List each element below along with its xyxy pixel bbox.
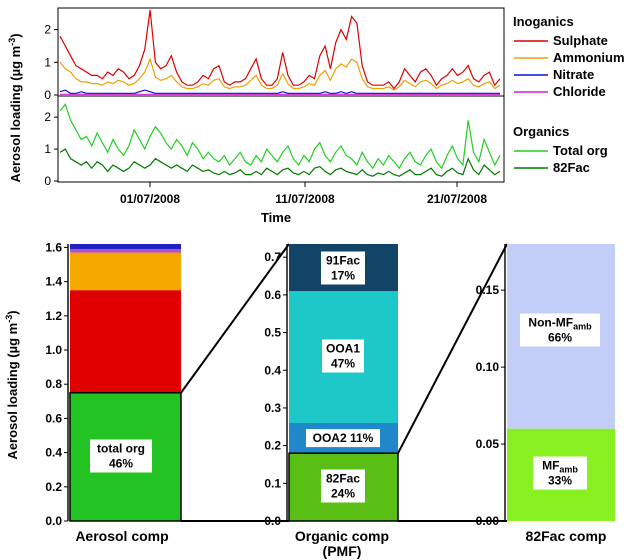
y-tick-label: 0.1 bbox=[264, 476, 281, 490]
segment-label: 82Fac bbox=[326, 472, 360, 486]
y-tick-label: 0.2 bbox=[45, 480, 62, 494]
segment-label: OOA1 bbox=[326, 342, 360, 356]
y-tick-label: 0.0 bbox=[264, 514, 281, 528]
organics-series bbox=[59, 103, 501, 177]
y-tick-label: 1 bbox=[44, 142, 51, 156]
y-tick-label: 1.6 bbox=[45, 240, 62, 254]
y-tick-label: 0 bbox=[44, 174, 51, 188]
y-tick-label: 1 bbox=[44, 55, 51, 69]
y-tick-label: 0.6 bbox=[45, 411, 62, 425]
organics-y-ticks: 0 1 2 bbox=[44, 110, 58, 188]
series-line-ammonium bbox=[59, 57, 501, 91]
y-tick-label: 0.5 bbox=[264, 326, 281, 340]
y-tick-label: 0.6 bbox=[264, 288, 281, 302]
organics-legend: Organics Total org 82Fac bbox=[513, 124, 608, 175]
inorganics-y-ticks: 0 1 2 bbox=[44, 23, 58, 102]
y-tick-label: 0.05 bbox=[476, 437, 500, 451]
legend-label-sulphate: Sulphate bbox=[553, 33, 608, 48]
inorganics-legend: Inoganics Sulphate Ammonium Nitrate Chlo… bbox=[513, 14, 625, 99]
x-tick-label: 11/07/2008 bbox=[275, 192, 335, 206]
segment-label: 91Fac bbox=[326, 254, 360, 268]
segment-label-box bbox=[90, 439, 152, 473]
y-tick-label: 0.10 bbox=[476, 360, 500, 374]
legend-label-total-org: Total org bbox=[553, 143, 608, 158]
segment-label-box bbox=[520, 313, 600, 347]
y-tick-label: 0.3 bbox=[264, 401, 281, 415]
y-tick-label: 0.8 bbox=[45, 377, 62, 391]
connector-line bbox=[180, 243, 290, 394]
time-xlabel: Time bbox=[261, 210, 291, 225]
legend-label-ammonium: Ammonium bbox=[553, 50, 625, 65]
y-tick-label: 0.4 bbox=[264, 363, 281, 377]
legend-label-82fac: 82Fac bbox=[553, 160, 590, 175]
82fac-outline bbox=[288, 452, 399, 522]
series-line-nitrate bbox=[59, 89, 500, 95]
inorganics-series bbox=[59, 9, 501, 95]
bar-segment-ammonium bbox=[70, 252, 181, 291]
organics-plot-frame bbox=[57, 95, 505, 183]
xlabel-82fac-comp: 82Fac comp bbox=[526, 528, 607, 544]
series-line-total-org bbox=[59, 103, 501, 170]
y-tick-label: 2 bbox=[44, 110, 51, 124]
segment-label-box bbox=[306, 429, 380, 448]
top-ylabel: Aerosol loading (µg m-3) bbox=[7, 33, 23, 182]
segment-label: 24% bbox=[331, 487, 355, 501]
x-tick-label: 01/07/2008 bbox=[120, 192, 180, 206]
segment-label: 46% bbox=[109, 457, 133, 471]
segment-label-box bbox=[321, 251, 365, 285]
series-line-sulphate bbox=[59, 9, 501, 90]
xlabel-aerosol-comp: Aerosol comp bbox=[75, 528, 168, 544]
bar-segment-nitrate bbox=[70, 244, 181, 250]
y-tick-label: 0 bbox=[44, 88, 51, 102]
y-tick-label: 1.2 bbox=[45, 309, 62, 323]
y-tick-label: 0.7 bbox=[264, 250, 281, 264]
segment-label-box bbox=[533, 456, 587, 490]
82fac-axis: 0.00 0.05 0.10 0.15 bbox=[476, 244, 506, 528]
y-tick-label: 0.00 bbox=[476, 514, 500, 528]
organic-axis: 0.0 0.1 0.2 0.3 0.4 0.5 0.6 0.7 bbox=[264, 244, 288, 528]
total-org-outline bbox=[69, 392, 182, 522]
segment-label: 47% bbox=[331, 357, 355, 371]
legend-label-nitrate: Nitrate bbox=[553, 67, 594, 82]
segment-label: 33% bbox=[548, 474, 572, 488]
segment-label-box bbox=[321, 469, 365, 503]
bar-segment-sulphate bbox=[70, 290, 181, 393]
y-tick-label: 1.0 bbox=[45, 343, 62, 357]
segment-label-box bbox=[322, 339, 364, 373]
y-tick-label: 0.0 bbox=[45, 514, 62, 528]
aerosol-axis: 0.0 0.2 0.4 0.6 0.8 1.0 1.2 1.4 1.6 bbox=[45, 240, 69, 528]
top-panel: Aerosol loading (µg m-3) 0 1 2 0 1 2 01/07/2… bbox=[7, 7, 625, 225]
x-tick-label: 21/07/2008 bbox=[427, 192, 487, 206]
segment-label: 17% bbox=[331, 269, 355, 283]
time-x-ticks: 01/07/2008 11/07/2008 21/07/2008 bbox=[120, 182, 487, 206]
y-tick-label: 0.2 bbox=[264, 439, 281, 453]
xlabel-organic-pmf: (PMF) bbox=[323, 543, 362, 559]
breakdown-connectors bbox=[180, 243, 508, 522]
y-tick-label: 1.4 bbox=[45, 275, 62, 289]
series-line-82fac bbox=[59, 148, 501, 177]
legend-title-inorganics: Inoganics bbox=[513, 14, 574, 29]
bottom-ylabel: Aerosol loading (µg m-3) bbox=[4, 310, 20, 459]
legend-title-organics: Organics bbox=[513, 124, 569, 139]
y-tick-label: 0.4 bbox=[45, 446, 62, 460]
bar-segment-chloride bbox=[70, 249, 181, 253]
y-tick-label: 0.15 bbox=[476, 283, 500, 297]
xlabel-organic-comp: Organic comp bbox=[295, 528, 389, 544]
y-tick-label: 2 bbox=[44, 23, 51, 37]
legend-label-chloride: Chloride bbox=[553, 84, 606, 99]
connector-line bbox=[397, 243, 508, 454]
segment-label: 66% bbox=[548, 331, 572, 345]
segment-label: total org bbox=[97, 442, 145, 456]
segment-label: OOA2 11% bbox=[313, 431, 374, 445]
